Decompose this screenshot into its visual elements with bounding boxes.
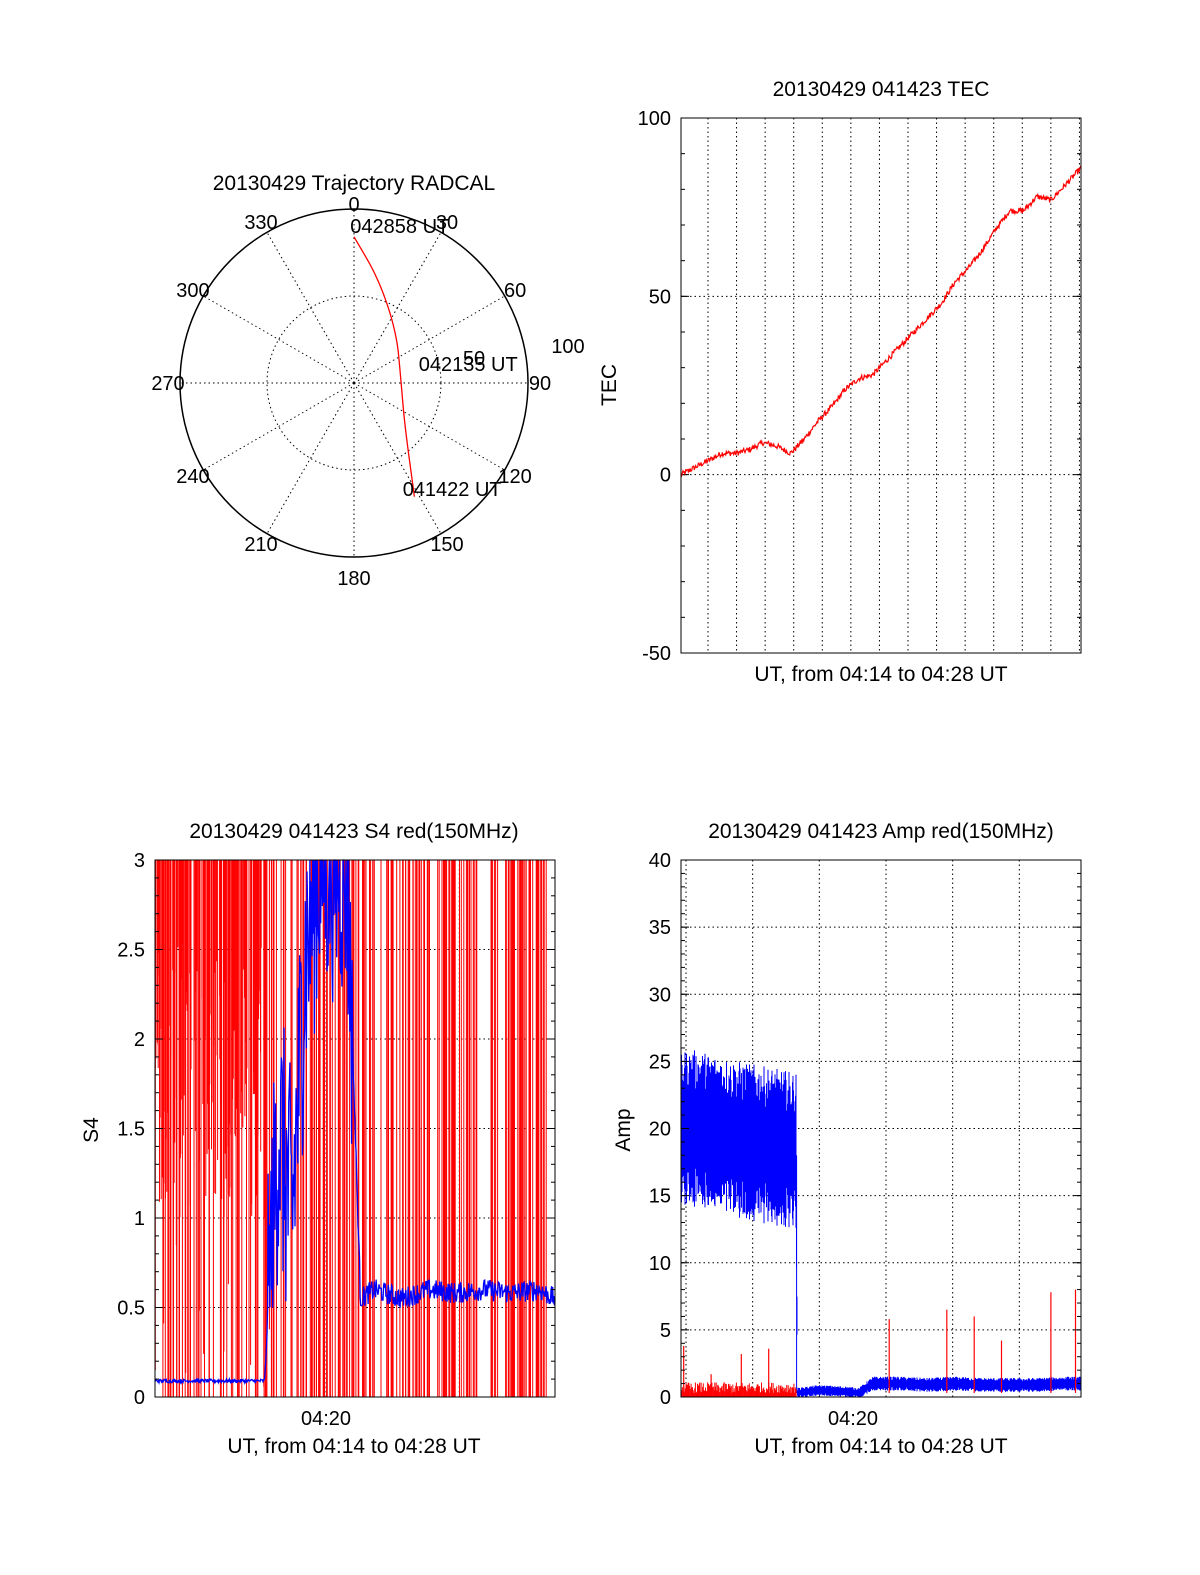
amp-red-series bbox=[680, 1289, 1077, 1397]
y-tick-label: 2 bbox=[134, 1029, 145, 1051]
s4-y-label: S4 bbox=[80, 1117, 103, 1143]
polar-spoke bbox=[266, 232, 355, 384]
s4-red-series bbox=[154, 860, 547, 1397]
y-tick-label: 35 bbox=[649, 917, 671, 939]
polar-radial-labels: 50 100 bbox=[463, 336, 585, 370]
y-tick-label: -50 bbox=[642, 643, 671, 665]
amp-grid bbox=[681, 860, 1081, 1397]
y-tick-label: 40 bbox=[649, 850, 671, 872]
polar-angle-label: 300 bbox=[176, 280, 209, 302]
polar-angle-label: 180 bbox=[337, 568, 370, 590]
polar-chart-title: 20130429 Trajectory RADCAL bbox=[213, 172, 496, 195]
polar-outer-circle bbox=[179, 208, 529, 558]
polar-spoke bbox=[353, 295, 505, 384]
tec-chart-title: 20130429 041423 TEC bbox=[773, 78, 990, 101]
polar-angle-labels: 0 30 60 90 120 150 180 210 240 270 300 330 bbox=[151, 194, 551, 590]
polar-angle-label: 120 bbox=[498, 466, 531, 488]
y-tick-label: 30 bbox=[649, 984, 671, 1006]
tec-y-ticks: -50 0 50 100 bbox=[638, 108, 1081, 665]
y-tick-label: 25 bbox=[649, 1051, 671, 1073]
tec-series-line bbox=[680, 165, 1082, 478]
trajectory-annotation: 042858 UT bbox=[350, 216, 449, 238]
polar-angle-label: 240 bbox=[176, 466, 209, 488]
tec-plot-frame bbox=[680, 117, 1082, 654]
y-tick-label: 0 bbox=[660, 1387, 671, 1409]
s4-blue-series bbox=[154, 859, 556, 1386]
y-tick-label: 20 bbox=[649, 1119, 671, 1141]
s4-chart: 20130429 041423 S4 red(150MHz) 0 0.5 1 1.5 2… bbox=[80, 820, 556, 1458]
trajectory-track bbox=[353, 236, 416, 497]
y-tick-label: 50 bbox=[649, 286, 671, 308]
s4-plot-frame bbox=[154, 859, 556, 1398]
polar-grid bbox=[179, 208, 529, 558]
tec-y-label: TEC bbox=[598, 364, 621, 406]
trajectory-annotation: 041422 UT bbox=[403, 479, 502, 501]
amp-x-label: UT, from 04:14 to 04:28 UT bbox=[754, 1435, 1007, 1458]
tec-grid bbox=[681, 118, 1081, 653]
s4-chart-title: 20130429 041423 S4 red(150MHz) bbox=[189, 820, 518, 843]
polar-angle-label: 30 bbox=[436, 212, 458, 234]
polar-angle-label: 330 bbox=[244, 212, 277, 234]
y-tick-label: 2.5 bbox=[117, 940, 145, 962]
amp-chart-title: 20130429 041423 Amp red(150MHz) bbox=[708, 820, 1054, 843]
polar-spoke bbox=[353, 382, 505, 471]
polar-angle-label: 210 bbox=[244, 534, 277, 556]
y-tick-label: 1 bbox=[134, 1208, 145, 1230]
polar-spoke bbox=[353, 382, 442, 534]
polar-angle-label: 270 bbox=[151, 373, 184, 395]
polar-radial-label: 50 bbox=[463, 348, 485, 370]
amp-chart: 20130429 041423 Amp red(150MHz) 0 5 10 15 20… bbox=[612, 820, 1082, 1458]
amp-y-label: Amp bbox=[612, 1108, 635, 1151]
s4-x-tick: 04:20 bbox=[301, 1408, 351, 1430]
polar-angle-label: 90 bbox=[529, 373, 551, 395]
polar-trajectory-chart: 20130429 Trajectory RADCAL 0 30 60 90 120 150… bbox=[151, 172, 584, 590]
amp-y-ticks: 0 5 10 15 20 25 30 35 40 bbox=[649, 850, 1081, 1409]
y-tick-label: 10 bbox=[649, 1253, 671, 1275]
polar-angle-label: 60 bbox=[504, 280, 526, 302]
y-tick-label: 0.5 bbox=[117, 1298, 145, 1320]
amp-plot-frame bbox=[680, 859, 1082, 1398]
tec-chart: 20130429 041423 TEC -50 0 50 100 UT, from 0… bbox=[598, 78, 1082, 686]
polar-angle-label: 0 bbox=[348, 194, 359, 216]
y-tick-label: 5 bbox=[660, 1320, 671, 1342]
trajectory-annotation: 042135 UT bbox=[419, 354, 518, 376]
y-tick-label: 15 bbox=[649, 1186, 671, 1208]
polar-radial-label: 100 bbox=[551, 336, 584, 358]
polar-spoke bbox=[203, 382, 355, 471]
s4-grid bbox=[155, 860, 555, 1397]
polar-spoke bbox=[203, 295, 355, 384]
amp-blue-series bbox=[680, 1050, 1082, 1397]
polar-angle-label: 150 bbox=[430, 534, 463, 556]
y-tick-label: 1.5 bbox=[117, 1119, 145, 1141]
polar-spoke bbox=[266, 382, 355, 534]
y-tick-label: 3 bbox=[134, 850, 145, 872]
tec-x-label: UT, from 04:14 to 04:28 UT bbox=[754, 663, 1007, 686]
s4-x-label: UT, from 04:14 to 04:28 UT bbox=[227, 1435, 480, 1458]
s4-y-ticks: 0 0.5 1 1.5 2 2.5 3 bbox=[117, 850, 555, 1409]
y-tick-label: 0 bbox=[660, 465, 671, 487]
y-tick-label: 0 bbox=[134, 1387, 145, 1409]
y-tick-label: 100 bbox=[638, 108, 671, 130]
trajectory-annotations: 042858 UT 042135 UT 041422 UT bbox=[350, 216, 517, 501]
amp-x-tick: 04:20 bbox=[828, 1408, 878, 1430]
polar-spoke bbox=[353, 232, 442, 384]
